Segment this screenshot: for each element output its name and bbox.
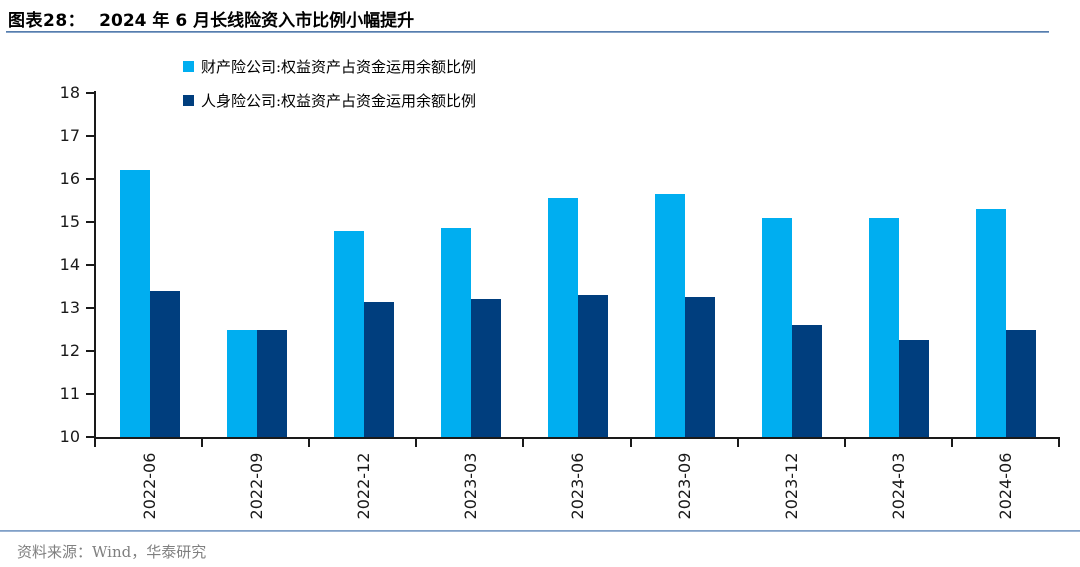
y-axis-line: [94, 91, 96, 439]
y-axis-tick: [86, 221, 94, 223]
legend-swatch-property: [183, 60, 194, 72]
legend-label-property: 财产险公司:权益资产占资金运用余额比例: [201, 57, 477, 76]
bar-2022-06-series0: [119, 170, 150, 437]
bar-2023-09-series0: [655, 194, 686, 437]
y-axis-tick-label: 18: [59, 83, 80, 102]
bar-2022-06-series1: [149, 290, 180, 437]
x-axis-tick: [201, 439, 204, 447]
x-axis-line: [94, 437, 1060, 439]
x-axis-tick-label: 2023-12: [782, 452, 802, 520]
y-axis-tick-label: 13: [59, 298, 80, 317]
x-axis-tick-label: 2022-09: [246, 452, 266, 520]
x-axis-tick-label: 2024-03: [889, 452, 909, 520]
bar-2022-09-series1: [256, 329, 287, 437]
bar-2022-12-series1: [363, 301, 394, 437]
bar-2023-03-series1: [470, 299, 501, 437]
legend-label-life: 人身险公司:权益资产占资金运用余额比例: [201, 91, 477, 110]
x-axis-tick: [629, 439, 632, 447]
x-axis-tick-label: 2022-12: [353, 452, 373, 520]
bar-2024-03-series1: [899, 340, 930, 437]
y-axis-tick-label: 10: [59, 427, 80, 446]
figure-title: 2024 年 6 月长线险资入市比例小幅提升: [99, 11, 415, 31]
bar-2023-12-series1: [792, 325, 823, 437]
figure-header: 图表28： 2024 年 6 月长线险资入市比例小幅提升: [8, 6, 414, 31]
bar-2022-09-series0: [226, 329, 257, 437]
y-axis-tick-label: 16: [59, 169, 80, 188]
x-axis-tick: [308, 439, 311, 447]
source-note: 资料来源：Wind，华泰研究: [17, 543, 207, 561]
y-axis-tick-label: 11: [59, 384, 80, 403]
bar-2024-06-series1: [1006, 329, 1037, 437]
legend-item-property-insurers: 财产险公司:权益资产占资金运用余额比例: [183, 56, 476, 76]
y-axis-tick: [86, 307, 94, 309]
y-axis-tick: [86, 350, 94, 352]
y-axis-tick: [86, 436, 94, 438]
y-axis-tick-label: 17: [59, 126, 80, 145]
bar-2023-09-series1: [685, 297, 716, 437]
y-axis-tick: [86, 135, 94, 137]
y-axis-tick: [86, 393, 94, 395]
x-axis-tick: [94, 439, 96, 447]
bar-2023-03-series0: [440, 228, 471, 437]
x-axis-tick: [736, 439, 739, 447]
title-divider: [6, 31, 1049, 33]
x-axis-tick-label: 2023-09: [675, 452, 695, 520]
bar-2023-06-series1: [578, 295, 608, 437]
bar-2022-12-series0: [333, 230, 364, 437]
bar-2024-03-series0: [869, 217, 900, 437]
x-axis-tick: [1058, 439, 1060, 447]
bar-2023-12-series0: [762, 217, 793, 437]
x-axis-tick-label: 2023-06: [568, 452, 587, 520]
y-axis-tick: [86, 178, 94, 180]
x-axis-tick-label: 2022-06: [139, 452, 159, 520]
y-axis-tick-label: 15: [59, 212, 80, 231]
footer-divider: [0, 530, 1080, 532]
y-axis-tick-label: 14: [59, 255, 80, 274]
bar-2023-06-series0: [548, 198, 578, 437]
x-axis-tick: [950, 439, 953, 447]
y-axis-tick: [86, 264, 94, 266]
x-axis-tick: [522, 439, 525, 447]
x-axis-tick-label: 2024-06: [996, 452, 1016, 520]
y-axis-tick: [86, 92, 94, 94]
legend: 财产险公司:权益资产占资金运用余额比例 人身险公司:权益资产占资金运用余额比例: [183, 56, 476, 124]
figure-number: 图表28：: [8, 11, 86, 31]
x-axis-tick: [415, 439, 418, 447]
legend-swatch-life: [183, 94, 194, 106]
x-axis-tick-label: 2023-03: [460, 452, 480, 520]
bar-2024-06-series0: [976, 209, 1007, 437]
y-axis-tick-label: 12: [59, 341, 80, 360]
legend-item-life-insurers: 人身险公司:权益资产占资金运用余额比例: [183, 90, 476, 110]
x-axis-tick: [843, 439, 846, 447]
